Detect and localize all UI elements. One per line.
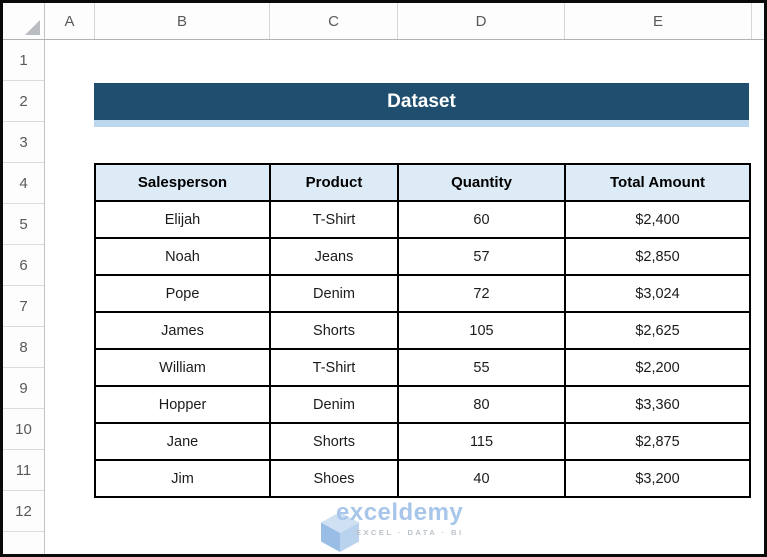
table-cell[interactable]: 60 [397,200,566,239]
column-header-filler [752,3,764,39]
table-row: Jim Shoes 40 $3,200 [94,459,751,498]
table-cell[interactable]: $2,875 [564,422,751,461]
row-header-1[interactable]: 1 [3,40,44,81]
table-cell[interactable]: $2,850 [564,237,751,276]
table-cell[interactable]: 115 [397,422,566,461]
table-cell[interactable]: Shorts [269,311,399,350]
table-cell[interactable]: $3,024 [564,274,751,313]
select-all-corner[interactable] [3,3,45,39]
table-cell[interactable]: Shorts [269,422,399,461]
table-header-row: Salesperson Product Quantity Total Amount [94,163,751,202]
column-header-C[interactable]: C [270,3,398,39]
title-banner-cell[interactable]: Dataset [94,83,749,120]
table-cell[interactable]: 55 [397,348,566,387]
column-header-E[interactable]: E [565,3,752,39]
table-cell[interactable]: Elijah [94,200,271,239]
table-row: Pope Denim 72 $3,024 [94,274,751,313]
row-header-12[interactable]: 12 [3,491,44,532]
table-cell[interactable]: 105 [397,311,566,350]
row-header-5[interactable]: 5 [3,204,44,245]
table-row: James Shorts 105 $2,625 [94,311,751,350]
column-header-D[interactable]: D [398,3,565,39]
table-cell[interactable]: $2,200 [564,348,751,387]
table-cell[interactable]: 40 [397,459,566,498]
column-header-B[interactable]: B [95,3,270,39]
cube-icon [321,512,359,552]
table-cell[interactable]: Hopper [94,385,271,424]
row-header-column: 1 2 3 4 5 6 7 8 9 10 11 12 [3,40,45,554]
table-cell[interactable]: James [94,311,271,350]
row-header-11[interactable]: 11 [3,450,44,491]
table-row: William T-Shirt 55 $2,200 [94,348,751,387]
column-header-A[interactable]: A [45,3,95,39]
table-cell[interactable]: Jim [94,459,271,498]
table-cell[interactable]: $3,200 [564,459,751,498]
row-header-10[interactable]: 10 [3,409,44,450]
row-header-3[interactable]: 3 [3,122,44,163]
table-cell[interactable]: Shoes [269,459,399,498]
table-cell[interactable]: 80 [397,385,566,424]
table-cell[interactable]: T-Shirt [269,200,399,239]
watermark-tagline-text: EXCEL · DATA · BI [356,528,464,537]
table-cell[interactable]: 72 [397,274,566,313]
table-row: Hopper Denim 80 $3,360 [94,385,751,424]
row-header-9[interactable]: 9 [3,368,44,409]
table-cell[interactable]: 57 [397,237,566,276]
table-header-cell[interactable]: Salesperson [94,163,271,202]
row-header-2[interactable]: 2 [3,81,44,122]
table-cell[interactable]: $3,360 [564,385,751,424]
table-row: Elijah T-Shirt 60 $2,400 [94,200,751,239]
table-header-cell[interactable]: Product [269,163,399,202]
table-cell[interactable]: $2,400 [564,200,751,239]
table-body: Elijah T-Shirt 60 $2,400 Noah Jeans 57 $2,850 Po… [94,200,751,498]
title-banner-accent [94,120,749,127]
table-cell[interactable]: William [94,348,271,387]
table-cell[interactable]: Noah [94,237,271,276]
sheet-body: 1 2 3 4 5 6 7 8 9 10 11 12 Dataset Salesperson Produ… [3,40,764,554]
watermark-brand-text: exceldemy [336,499,464,526]
table-head: Salesperson Product Quantity Total Amount [94,163,751,202]
row-header-6[interactable]: 6 [3,245,44,286]
row-header-8[interactable]: 8 [3,327,44,368]
select-all-triangle-icon [25,20,40,35]
row-header-filler [3,532,44,554]
row-header-4[interactable]: 4 [3,163,44,204]
table-cell[interactable]: Jeans [269,237,399,276]
table-header-cell[interactable]: Quantity [397,163,566,202]
table-header-cell[interactable]: Total Amount [564,163,751,202]
table-cell[interactable]: Jane [94,422,271,461]
table-cell[interactable]: $2,625 [564,311,751,350]
table-cell[interactable]: Denim [269,274,399,313]
sheet-area[interactable]: Dataset Salesperson Product Quantity Total … [45,40,764,554]
table-cell[interactable]: T-Shirt [269,348,399,387]
dataset-table: Salesperson Product Quantity Total Amount E… [94,163,751,498]
table-row: Noah Jeans 57 $2,850 [94,237,751,276]
table-cell[interactable]: Pope [94,274,271,313]
row-header-7[interactable]: 7 [3,286,44,327]
table-cell[interactable]: Denim [269,385,399,424]
table-row: Jane Shorts 115 $2,875 [94,422,751,461]
